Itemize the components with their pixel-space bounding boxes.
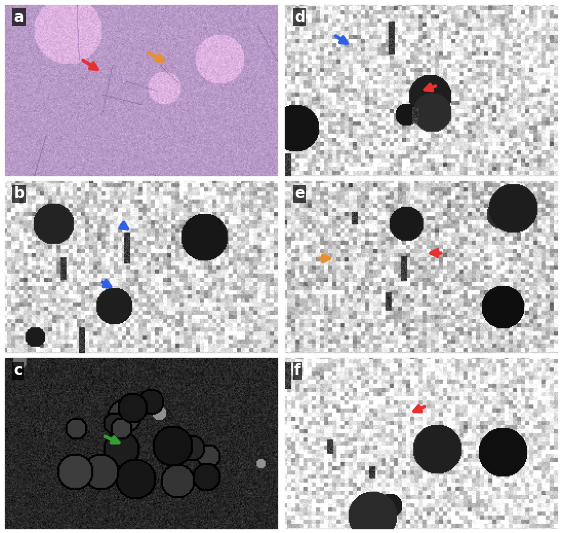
Text: a: a <box>14 10 24 25</box>
Text: b: b <box>14 187 25 201</box>
Text: f: f <box>294 363 301 378</box>
Text: d: d <box>294 10 305 25</box>
Text: c: c <box>14 363 23 378</box>
Text: e: e <box>294 187 305 201</box>
